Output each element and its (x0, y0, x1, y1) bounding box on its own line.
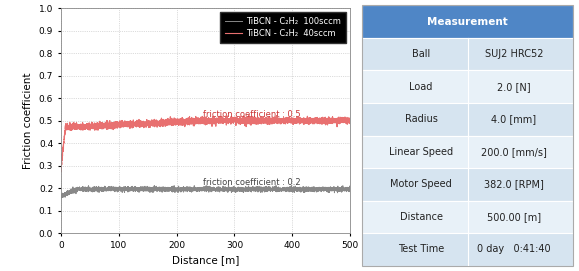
Text: Load: Load (409, 82, 433, 92)
TiBCN - C₂H₂  40sccm (168, 118, 175, 122)
TiBCN - C₂H₂  100sccm (57, 194, 64, 197)
Bar (362, 70, 573, 103)
TiBCN - C₂H₂  100sccm (58, 196, 65, 199)
Text: 0 day   0:41:40: 0 day 0:41:40 (477, 244, 551, 254)
Text: 2.0 [N]: 2.0 [N] (497, 82, 531, 92)
TiBCN - C₂H₂  100sccm (110, 185, 117, 188)
TiBCN - C₂H₂  40sccm (57, 169, 64, 172)
TiBCN - C₂H₂  40sccm (231, 116, 238, 119)
Line: TiBCN - C₂H₂  100sccm: TiBCN - C₂H₂ 100sccm (61, 185, 350, 198)
Bar (362, 233, 573, 266)
Text: 200.0 [mm/s]: 200.0 [mm/s] (481, 147, 547, 157)
Text: friction coefficient : 0.5: friction coefficient : 0.5 (203, 111, 301, 120)
Text: 382.0 [RPM]: 382.0 [RPM] (484, 179, 544, 189)
TiBCN - C₂H₂  100sccm (168, 185, 175, 188)
Text: Ball: Ball (412, 49, 430, 59)
TiBCN - C₂H₂  100sccm (225, 183, 232, 186)
TiBCN - C₂H₂  100sccm (245, 186, 252, 190)
Text: SUJ2 HRC52: SUJ2 HRC52 (485, 49, 543, 59)
Bar (362, 103, 573, 136)
TiBCN - C₂H₂  100sccm (273, 190, 280, 193)
Text: Linear Speed: Linear Speed (389, 147, 453, 157)
Text: friction coefficient : 0.2: friction coefficient : 0.2 (203, 178, 301, 187)
TiBCN - C₂H₂  40sccm (347, 118, 354, 121)
Y-axis label: Friction coefficient: Friction coefficient (23, 72, 33, 169)
TiBCN - C₂H₂  40sccm (295, 117, 302, 121)
TiBCN - C₂H₂  40sccm (57, 170, 64, 173)
Bar (362, 168, 573, 201)
TiBCN - C₂H₂  40sccm (110, 125, 117, 128)
Text: Measurement: Measurement (427, 17, 508, 27)
Text: Motor Speed: Motor Speed (390, 179, 452, 189)
X-axis label: Distance [m]: Distance [m] (172, 255, 239, 265)
Bar (362, 201, 573, 233)
Text: Distance: Distance (400, 212, 442, 222)
TiBCN - C₂H₂  100sccm (295, 186, 302, 189)
Bar (362, 136, 573, 168)
TiBCN - C₂H₂  100sccm (347, 189, 354, 192)
TiBCN - C₂H₂  40sccm (245, 114, 252, 117)
Text: 500.00 [m]: 500.00 [m] (487, 212, 541, 222)
Text: 4.0 [mm]: 4.0 [mm] (492, 114, 537, 124)
Bar (362, 38, 573, 70)
TiBCN - C₂H₂  40sccm (245, 121, 252, 124)
Bar (362, 5, 573, 38)
Text: Radius: Radius (405, 114, 438, 124)
Legend: TiBCN - C₂H₂  100sccm, TiBCN - C₂H₂  40sccm: TiBCN - C₂H₂ 100sccm, TiBCN - C₂H₂ 40scc… (221, 12, 346, 43)
TiBCN - C₂H₂  100sccm (231, 190, 238, 193)
TiBCN - C₂H₂  40sccm (273, 118, 280, 122)
Text: Test Time: Test Time (398, 244, 444, 254)
Line: TiBCN - C₂H₂  40sccm: TiBCN - C₂H₂ 40sccm (61, 115, 350, 172)
